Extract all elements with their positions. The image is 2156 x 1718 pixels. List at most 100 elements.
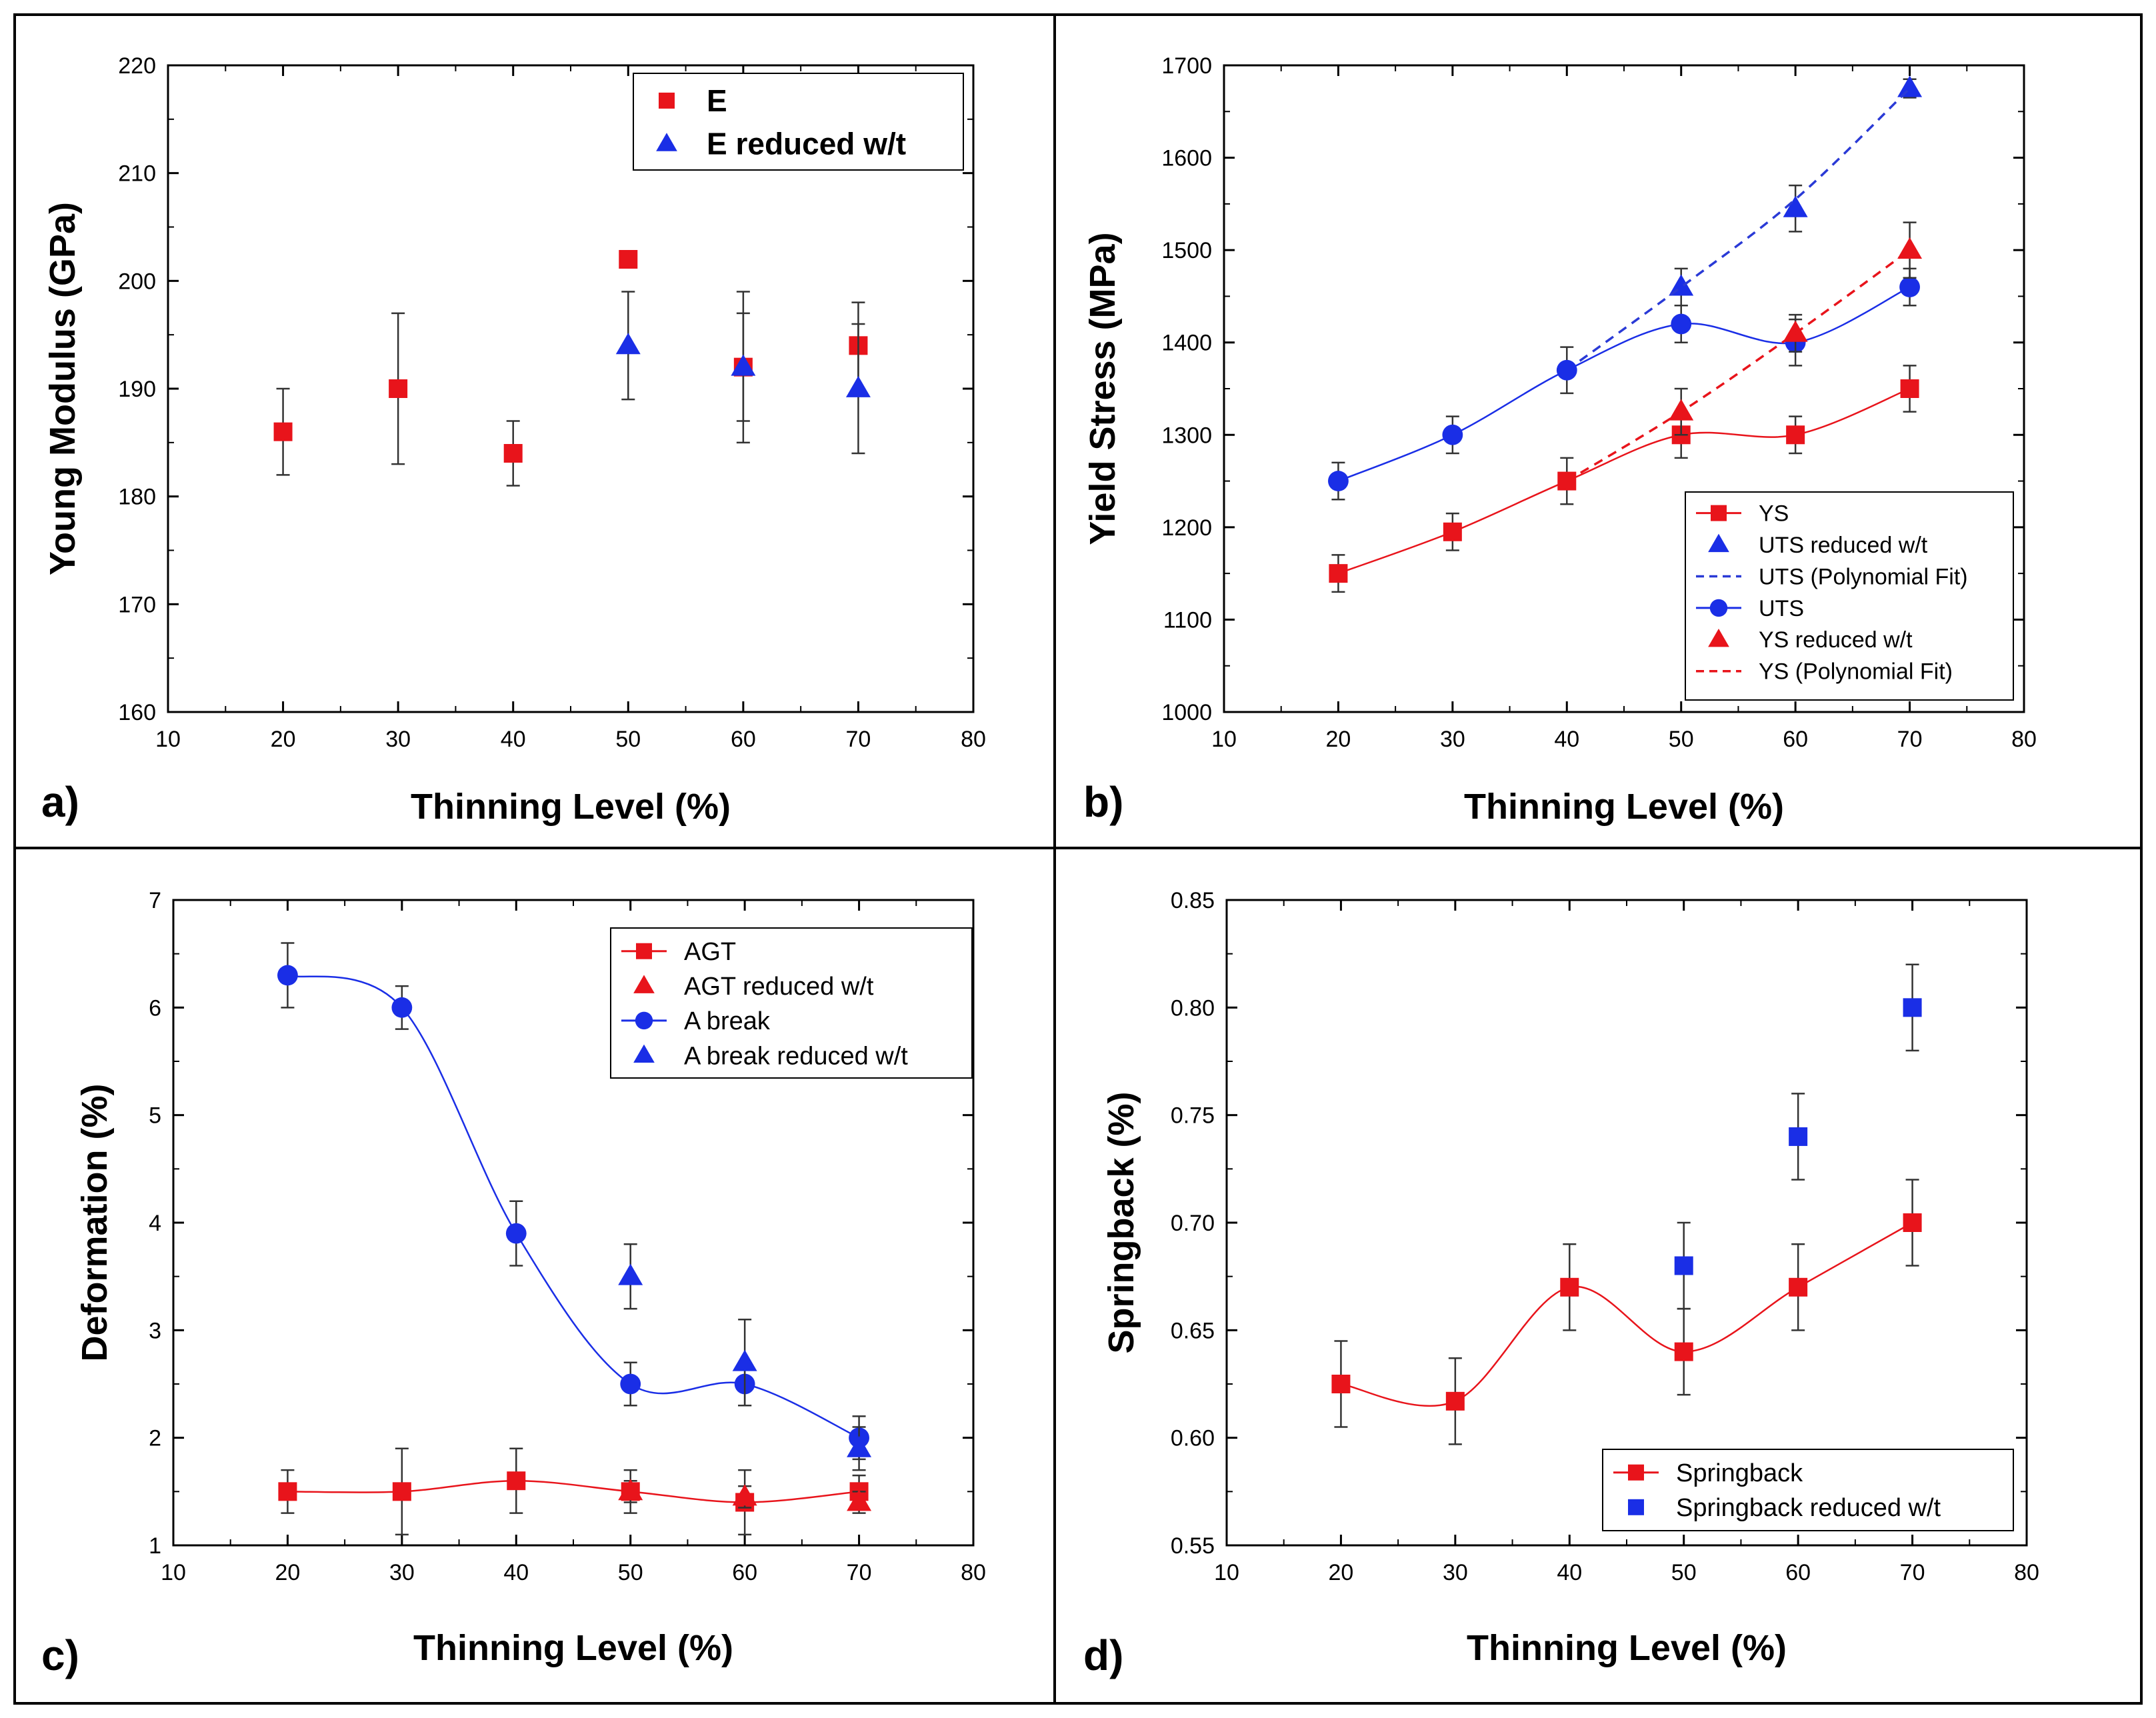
data-point	[507, 1471, 526, 1491]
legend-label: E reduced w/t	[707, 127, 906, 161]
x-tick-label: 70	[847, 1560, 872, 1585]
series-line	[287, 1479, 859, 1503]
data-point	[392, 1482, 411, 1501]
series-line	[1337, 286, 1911, 482]
y-tick-label: 0.80	[1171, 995, 1215, 1021]
legend-item-e-reduced-w-t: E reduced w/t	[656, 127, 906, 161]
data-point	[1443, 522, 1462, 541]
legend-item-springback: Springback	[1613, 1459, 1803, 1487]
legend-box	[1685, 491, 2014, 701]
panel-letter: c)	[41, 1631, 79, 1679]
data-point	[1674, 1342, 1693, 1361]
data-point	[732, 1484, 757, 1506]
series-uts-reduced-w-t	[1669, 75, 1923, 307]
y-tick-label: 0.55	[1171, 1533, 1215, 1559]
data-point	[1897, 75, 1923, 97]
x-tick-label: 70	[1897, 727, 1923, 752]
y-tick-label: 1700	[1161, 53, 1212, 79]
chart-deformation: 10 20 30 40 50 60 70 80 1 2 3 4 5 6 7 Thinning Level (%…	[41, 888, 986, 1679]
ticks: 10 20 30 40 50 60 70 80 1000 1100 1200 1300 1400 1500…	[1161, 53, 2037, 752]
legend-item-agt: AGT	[621, 938, 736, 966]
data-point	[618, 1263, 643, 1285]
x-tick-label: 60	[1785, 1560, 1811, 1585]
x-tick-label: 80	[2014, 1560, 2039, 1585]
legend: YS UTS reduced w/t UTS (Polynomial Fit) UTS…	[1685, 491, 2014, 701]
fit-line	[1566, 87, 1911, 371]
legend-marker	[659, 92, 675, 109]
data-point	[1669, 399, 1694, 421]
legend-marker	[1628, 1499, 1644, 1515]
y-tick-label: 0.60	[1171, 1426, 1215, 1451]
y-tick-label: 220	[118, 53, 156, 79]
legend-label: Springback	[1676, 1459, 1803, 1487]
x-tick-label: 50	[1669, 727, 1694, 752]
data-point	[731, 354, 756, 376]
x-axis-title: Thinning Level (%)	[411, 787, 731, 827]
legend-marker	[636, 943, 652, 959]
series-e-reduced-w-t	[615, 291, 871, 455]
y-tick-label: 1000	[1161, 700, 1212, 725]
x-tick-label: 50	[618, 1560, 643, 1585]
y-tick-label: 2	[149, 1426, 161, 1451]
legend: E E reduced w/t	[633, 73, 964, 171]
data-point	[1331, 1375, 1351, 1393]
legend-marker	[1708, 533, 1729, 553]
data-point	[618, 1479, 643, 1501]
data-point	[1899, 277, 1920, 297]
ticks: 10 20 30 40 50 60 70 80 160 170 180 190 200 210 220	[118, 53, 986, 752]
x-tick-label: 70	[846, 727, 871, 752]
data-point	[1560, 1277, 1579, 1297]
data-point	[845, 375, 871, 397]
panel-letter: d)	[1083, 1631, 1123, 1679]
x-axis-title: Thinning Level (%)	[1464, 787, 1784, 827]
legend-item-uts-polynomial-fit: UTS (Polynomial Fit)	[1696, 564, 1968, 589]
legend-marker	[1709, 599, 1728, 617]
legend-marker	[1628, 1464, 1644, 1481]
data-point	[1789, 1277, 1808, 1297]
y-tick-label: 0.75	[1171, 1103, 1215, 1129]
legend-marker	[633, 975, 655, 993]
legend-item-a-break-reduced-w-t: A break reduced w/t	[633, 1042, 908, 1070]
y-tick-label: 1100	[1163, 607, 1212, 633]
x-tick-label: 40	[1557, 1560, 1582, 1585]
y-tick-label: 1200	[1161, 515, 1212, 541]
y-tick-label: 3	[149, 1318, 161, 1343]
data-point	[615, 333, 641, 355]
x-tick-label: 10	[1211, 727, 1237, 752]
data-point	[1783, 320, 1808, 342]
legend-marker	[635, 1011, 653, 1030]
legend-label: AGT	[684, 938, 736, 966]
legend-item-uts-reduced-w-t: UTS reduced w/t	[1708, 533, 1928, 558]
legend-label: Springback reduced w/t	[1676, 1494, 1941, 1522]
data-point	[389, 379, 408, 398]
x-tick-label: 10	[155, 727, 181, 752]
legend-label: UTS	[1759, 596, 1804, 621]
legend-label: YS (Polynomial Fit)	[1759, 659, 1953, 685]
panel-letter: b)	[1083, 778, 1123, 826]
ticks: 10 20 30 40 50 60 70 80 1 2 3 4 5 6 7	[149, 888, 986, 1585]
y-tick-label: 5	[149, 1103, 161, 1129]
x-tick-label: 30	[385, 727, 411, 752]
x-axis-title: Thinning Level (%)	[413, 1628, 733, 1668]
x-axis-title: Thinning Level (%)	[1467, 1628, 1787, 1668]
data-point	[277, 965, 298, 986]
series-a-break-reduced-w-t	[618, 1243, 872, 1471]
legend: AGT AGT reduced w/t A break A break reduced…	[610, 927, 973, 1079]
legend-marker	[1708, 628, 1729, 647]
y-axis-title: Deformation (%)	[75, 1084, 115, 1362]
data-point	[1329, 564, 1348, 583]
legend-box	[610, 927, 973, 1079]
data-point	[273, 422, 293, 441]
y-tick-label: 0.65	[1171, 1318, 1215, 1343]
x-tick-label: 60	[731, 727, 756, 752]
y-tick-label: 210	[118, 161, 156, 187]
x-tick-label: 30	[1440, 727, 1465, 752]
data-point	[391, 997, 413, 1018]
legend-marker	[1711, 505, 1727, 521]
legend-box	[633, 73, 964, 171]
legend-marker	[656, 133, 677, 151]
data-point	[1671, 313, 1692, 335]
series-springback	[1331, 1179, 1922, 1445]
data-point	[1786, 425, 1805, 445]
